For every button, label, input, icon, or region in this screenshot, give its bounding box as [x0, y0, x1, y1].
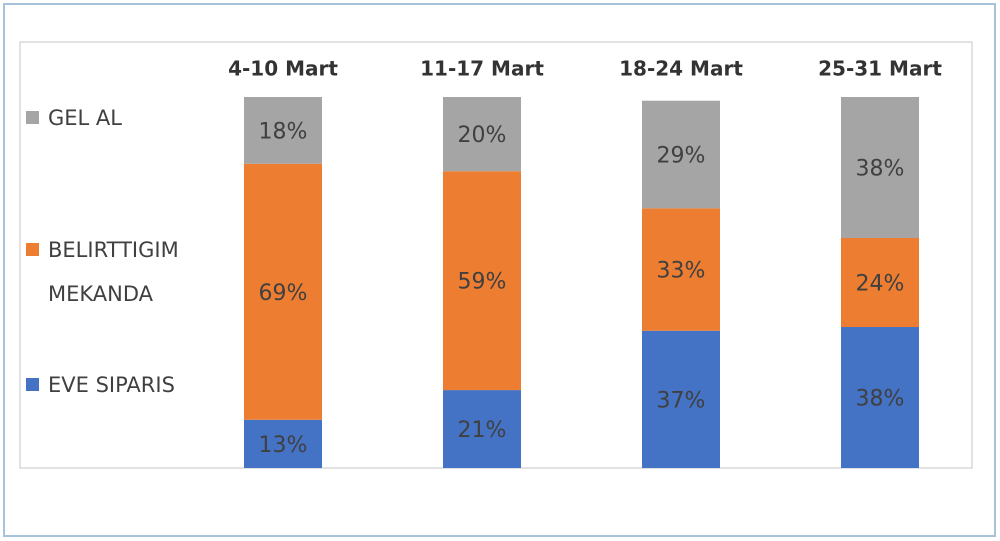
- bar-segment: [642, 100, 720, 209]
- data-label: 13%: [259, 433, 308, 458]
- legend-label: BELIRTTIGIM MEKANDA: [48, 238, 179, 306]
- legend-label: GEL AL: [48, 106, 122, 130]
- legend-swatch: [26, 111, 39, 124]
- data-label: 33%: [657, 259, 706, 284]
- data-label: 38%: [856, 156, 905, 181]
- data-label: 69%: [259, 281, 308, 306]
- legend-item: BELIRTTIGIM MEKANDA: [26, 228, 236, 316]
- bar-segment: [443, 390, 521, 468]
- data-label: 21%: [458, 418, 507, 443]
- legend-swatch: [26, 378, 39, 391]
- legend-item: GEL AL: [26, 96, 236, 140]
- data-label: 18%: [259, 119, 308, 144]
- category-label: 11-17 Mart: [420, 57, 544, 81]
- data-label: 59%: [458, 270, 507, 295]
- bar-segment: [642, 208, 720, 331]
- bar-segment: [642, 330, 720, 468]
- category-label: 25-31 Mart: [818, 57, 942, 81]
- bar-segment: [841, 327, 919, 468]
- data-label: 20%: [458, 123, 507, 148]
- category-label: 18-24 Mart: [619, 57, 743, 81]
- bar-segment: [841, 237, 919, 328]
- data-label: 38%: [856, 387, 905, 412]
- legend-swatch: [26, 243, 39, 256]
- bar-segment: [841, 97, 919, 238]
- bar-segment: [244, 419, 322, 468]
- bar-segment: [244, 163, 322, 420]
- data-label: 24%: [856, 272, 905, 297]
- bar-segment: [443, 97, 521, 172]
- legend-label: EVE SIPARIS: [48, 373, 175, 397]
- data-label: 29%: [657, 144, 706, 169]
- bar-segment: [244, 97, 322, 164]
- bar-segment: [443, 171, 521, 391]
- category-label: 4-10 Mart: [228, 57, 338, 81]
- data-label: 37%: [657, 388, 706, 413]
- legend-item: EVE SIPARIS: [26, 363, 236, 407]
